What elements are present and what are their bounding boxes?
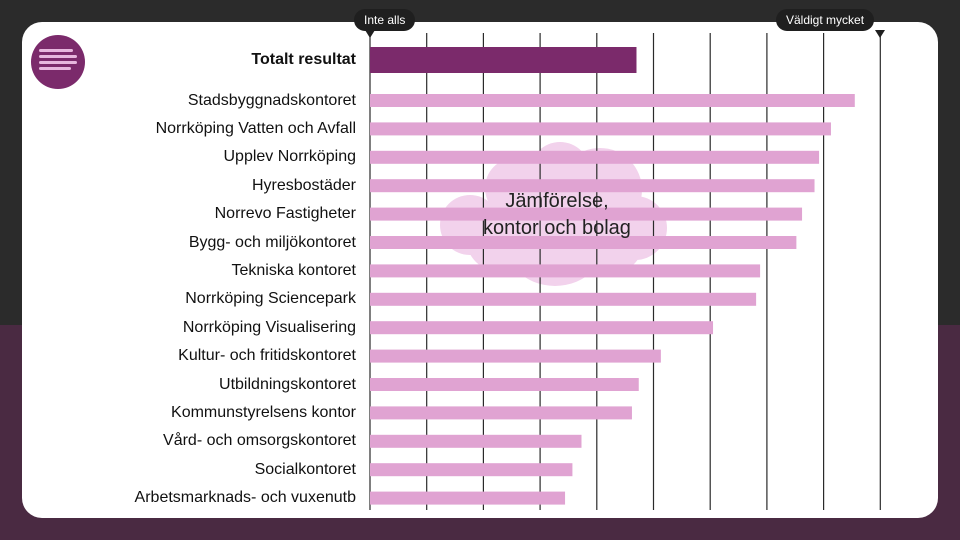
category-label-2: Norrköping Vatten och Avfall (155, 119, 356, 137)
category-label-6: Bygg- och miljökontoret (188, 233, 356, 251)
cloud-caption: Jämförelse, kontor och bolag (483, 190, 631, 239)
bar-5 (370, 207, 803, 221)
scale-min-callout: Inte alls (354, 9, 416, 31)
category-label-15: Arbetsmarknads- och vuxenutb (134, 489, 356, 507)
category-label-4: Hyresbostäder (251, 176, 356, 194)
bar-7 (370, 264, 761, 278)
scale-min-pointer-icon (365, 30, 375, 38)
bar-11 (370, 378, 639, 391)
bar-4 (370, 179, 815, 193)
bar-1 (370, 94, 855, 107)
bar-6 (370, 236, 797, 249)
category-label-1: Stadsbyggnadskontoret (187, 91, 356, 109)
category-label-3: Upplev Norrköping (223, 148, 356, 166)
norrkoping-logo-icon (31, 35, 85, 89)
scale-max-callout: Väldigt mycket (776, 9, 875, 31)
category-label-12: Kommunstyrelsens kontor (171, 403, 356, 421)
category-label-7: Tekniska kontoret (231, 261, 356, 279)
category-label-5: Norrevo Fastigheter (214, 205, 356, 223)
bar-2 (370, 122, 831, 136)
bar-15 (370, 491, 566, 505)
bar-12 (370, 406, 632, 420)
category-label-13: Vård- och omsorgskontoret (163, 432, 356, 450)
category-label-8: Norrköping Sciencepark (185, 290, 356, 308)
bar-9 (370, 321, 714, 335)
bar-0 (370, 47, 637, 73)
category-label-11: Utbildningskontoret (219, 375, 356, 393)
bar-14 (370, 463, 573, 477)
bar-10 (370, 349, 661, 363)
category-label-14: Socialkontoret (254, 460, 356, 478)
category-label-9: Norrköping Visualisering (182, 318, 356, 336)
category-label-0: Totalt resultat (251, 51, 356, 68)
bar-8 (370, 292, 757, 306)
bar-13 (370, 434, 582, 448)
bar-3 (370, 150, 820, 164)
chart-bars (370, 47, 855, 505)
category-label-10: Kultur- och fritidskontoret (178, 347, 356, 365)
scale-max-pointer-icon (875, 30, 885, 38)
